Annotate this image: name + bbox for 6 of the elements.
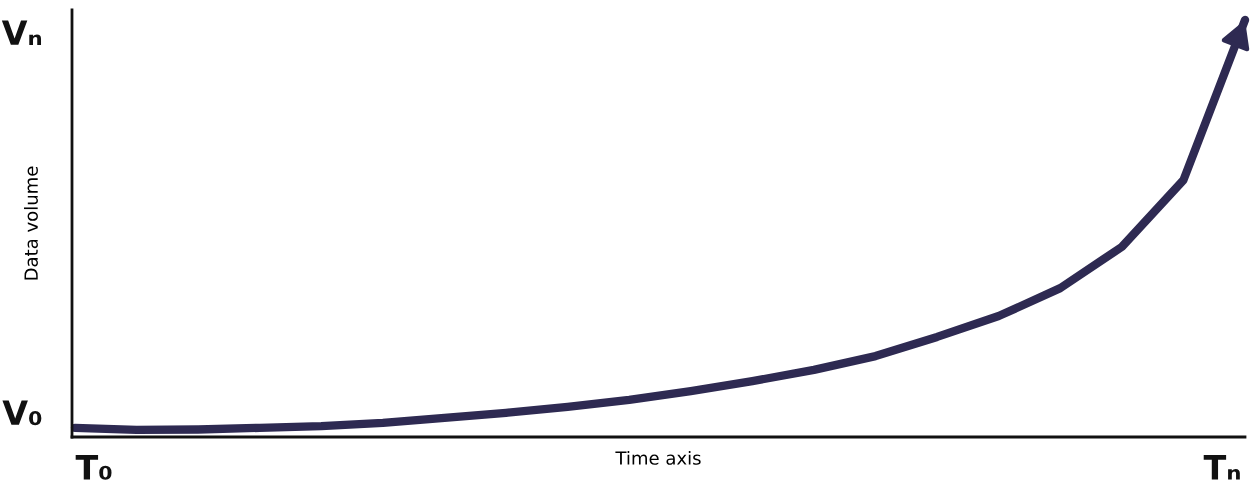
text: Vₙ (1, 20, 42, 45)
text: Tₙ (1203, 455, 1240, 480)
x-axis-title: Time axis (615, 450, 701, 465)
text: T₀ (75, 455, 112, 480)
y-axis-title: Data volume (23, 166, 38, 280)
text: V₀ (2, 400, 42, 426)
